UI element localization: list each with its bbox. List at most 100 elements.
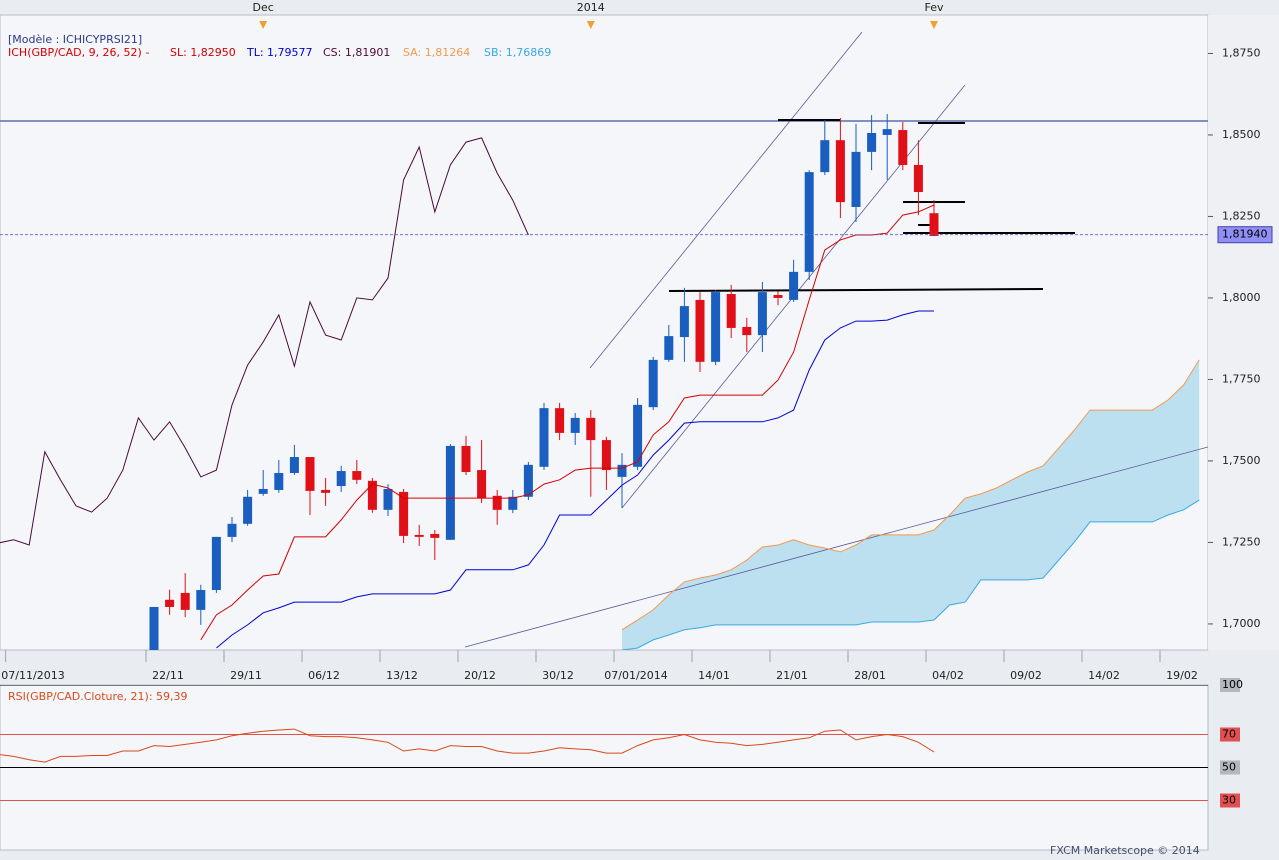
legend-entry: SB: 1,76869 [484,46,551,59]
legend-entry: TL: 1,79577 [246,46,313,59]
x-tick-label: 07/01/2014 [604,669,667,682]
candle-body [461,445,471,473]
candle-body [305,457,315,491]
x-tick-label: 22/11 [152,669,184,682]
top-marker [930,21,938,29]
candle-body [726,294,736,328]
trend-line [589,31,863,369]
candle-body [352,471,362,480]
rsi-tick-box [1220,678,1240,692]
main-plot [0,31,1208,650]
chart-title: [Modèle : ICHICYPRSI21] [8,33,142,46]
y-tick-label: 1,7000 [1222,617,1261,630]
candle-body [742,326,752,336]
candle-body [929,213,939,237]
series-line [200,204,935,641]
rsi-tick-box [1220,727,1240,742]
candle-body [913,164,923,193]
trend-line [464,446,1208,648]
x-tick-label: 04/02 [932,669,964,682]
candle-body [820,140,830,173]
y-tick-label: 1,7500 [1222,454,1261,467]
rsi-title: RSI(GBP/CAD.Cloture, 21): 59,39 [8,690,188,703]
candle-body [196,590,206,610]
cloud-layer [622,359,1200,650]
x-tick-label: 19/02 [1166,669,1198,682]
x-tick-label: 07/11/2013 [1,669,64,682]
candle-body [243,496,253,524]
rsi-line [0,728,935,763]
candle-body [383,488,393,510]
candle-body [851,151,861,207]
x-tick-label: 29/11 [230,669,262,682]
candle-body [617,464,627,477]
rsi-plot [0,685,1208,801]
candle-body [695,299,705,362]
candle-body [539,408,549,467]
candle-body [789,271,799,300]
series-line [216,310,934,649]
x-tick-label: 09/02 [1010,669,1042,682]
cloud [622,359,1200,650]
legend-entry: CS: 1,81901 [323,46,390,59]
x-tick-label: 06/12 [308,669,340,682]
candle-body [227,523,237,537]
x-tick-label: 28/01 [854,669,886,682]
rsi-tick-label: 30 [1222,794,1236,807]
chart-subtitle: ICH(GBP/CAD, 9, 26, 52) - [8,46,149,59]
last-price-box [1217,226,1273,244]
candle-body [430,533,440,538]
candle-body [664,336,674,360]
candle-body [258,488,268,494]
top-tick-label: Fev [924,1,943,14]
top-marker [586,21,595,29]
candle-body [367,480,377,510]
candle-body [523,464,533,497]
y-tick-label: 1,8750 [1222,46,1261,59]
x-tick-label: 20/12 [464,669,496,682]
candle-body [445,445,455,540]
y-tick-label: 1,7250 [1222,535,1261,548]
rsi-tick-label: 70 [1222,728,1236,741]
price-axis [1208,15,1279,650]
candle-body [149,606,159,650]
rsi-tick-label: 50 [1222,761,1236,774]
candle-body [492,495,502,510]
candle-body [882,129,892,135]
series-line [0,137,529,546]
candle-body [180,592,190,610]
series-line [621,499,1200,650]
candle-body [508,496,518,510]
candle-body [336,471,346,487]
candle-body [570,417,580,433]
candle-body [757,292,767,336]
candle-body [835,140,845,203]
candle-body [711,292,721,362]
candle-body [648,359,658,408]
candle-body [414,534,424,537]
candle-body [633,404,643,467]
candle-body [274,472,284,490]
y-tick-label: 1,7750 [1222,372,1261,385]
candle-body [321,489,331,493]
top-tick-label: 2014 [577,1,605,14]
legend-entry: SL: 1,82950 [170,46,236,59]
candle-body [555,408,565,433]
candle-body [804,172,814,272]
top-tick-label: Dec [253,1,274,14]
x-tick-label: 21/01 [776,669,808,682]
x-tick-label: 14/02 [1088,669,1120,682]
legend-entry: SA: 1,81264 [403,46,470,59]
candle-body [477,470,487,499]
y-tick-label: 1,8500 [1222,128,1261,141]
x-tick-label: 13/12 [386,669,418,682]
candle-body [867,133,877,152]
candle-body [586,417,596,441]
last-price-label: 1,81940 [1222,228,1268,241]
candle-body [399,491,409,536]
y-tick-label: 1,8250 [1222,209,1261,222]
series-line [621,359,1200,631]
candle-body [773,295,783,298]
rsi-tick-label: 100 [1222,678,1243,691]
